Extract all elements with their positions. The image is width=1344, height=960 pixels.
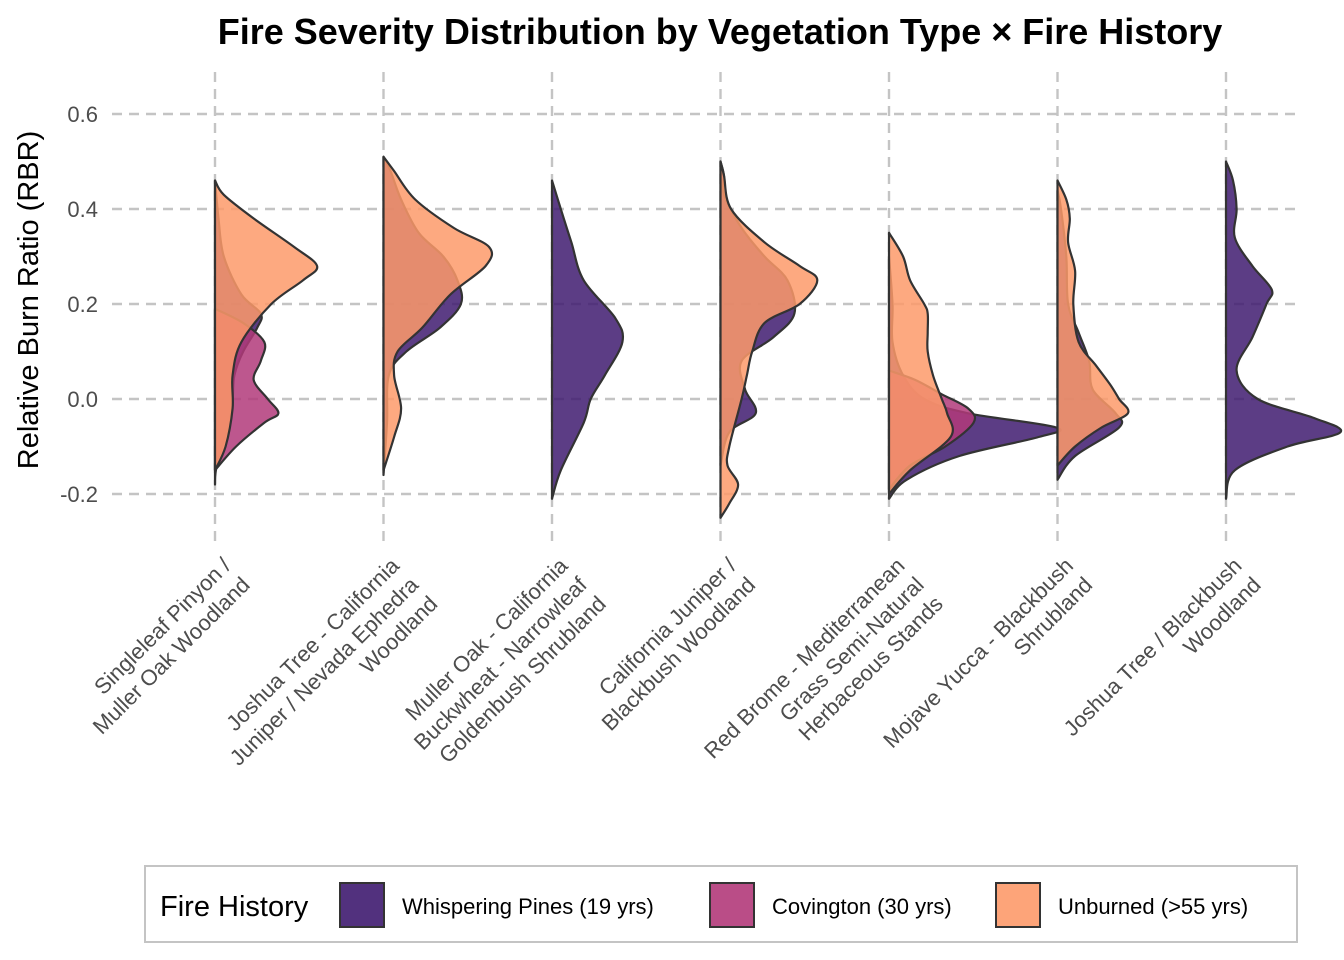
violins	[213, 155, 1343, 519]
y-tick-label: 0.6	[67, 102, 98, 127]
x-tick-text: Muller Oak - CaliforniaBuckwheat - Narro…	[390, 552, 612, 774]
y-tick-label: -0.2	[60, 482, 98, 507]
violin-whispering-pines-19-yrs-cat-6	[1224, 160, 1343, 500]
grid-lines	[112, 72, 1300, 545]
x-tick-line: Buckwheat - Narrowleaf	[409, 571, 592, 754]
legend-label: Whispering Pines (19 yrs)	[402, 894, 654, 919]
x-tick-line: Juniper / Nevada Ephedra	[225, 571, 424, 770]
legend-items: Whispering Pines (19 yrs) Covington (30 y…	[339, 882, 1248, 928]
violin-unburned-55-yrs-cat-5	[1056, 179, 1130, 467]
x-axis-ticks: Singleleaf Pinyon /Muller Oak WoodlandJo…	[88, 552, 1266, 774]
violin-whispering-pines-19-yrs-cat-2	[550, 179, 625, 500]
y-tick-label: 0.0	[67, 387, 98, 412]
violin-unburned-55-yrs-cat-1	[382, 155, 494, 472]
legend: Fire History Whispering Pines (19 yrs) Co…	[144, 865, 1298, 943]
legend-key	[995, 882, 1041, 928]
legend-key	[709, 882, 755, 928]
violin-unburned-55-yrs-cat-3	[719, 160, 819, 519]
y-axis-ticks: -0.2 0.0 0.2 0.4 0.6	[60, 102, 98, 507]
x-tick-text: California Juniper /Blackbush Woodland	[578, 552, 761, 735]
y-tick-label: 0.4	[67, 197, 98, 222]
legend-title: Fire History	[160, 891, 309, 923]
chart-title: Fire Severity Distribution by Vegetation…	[218, 11, 1223, 52]
y-tick-label: 0.2	[67, 292, 98, 317]
legend-label: Unburned (>55 yrs)	[1058, 894, 1248, 919]
violin-unburned-55-yrs-cat-0	[213, 179, 319, 472]
x-tick-label: California Juniper /Blackbush Woodland	[578, 552, 761, 735]
y-axis-label: Relative Burn Ratio (RBR)	[13, 131, 45, 469]
violin-unburned-55-yrs-cat-4	[887, 231, 954, 496]
x-tick-label: Muller Oak - CaliforniaBuckwheat - Narro…	[390, 552, 612, 774]
legend-key	[339, 882, 385, 928]
legend-label: Covington (30 yrs)	[772, 894, 952, 919]
